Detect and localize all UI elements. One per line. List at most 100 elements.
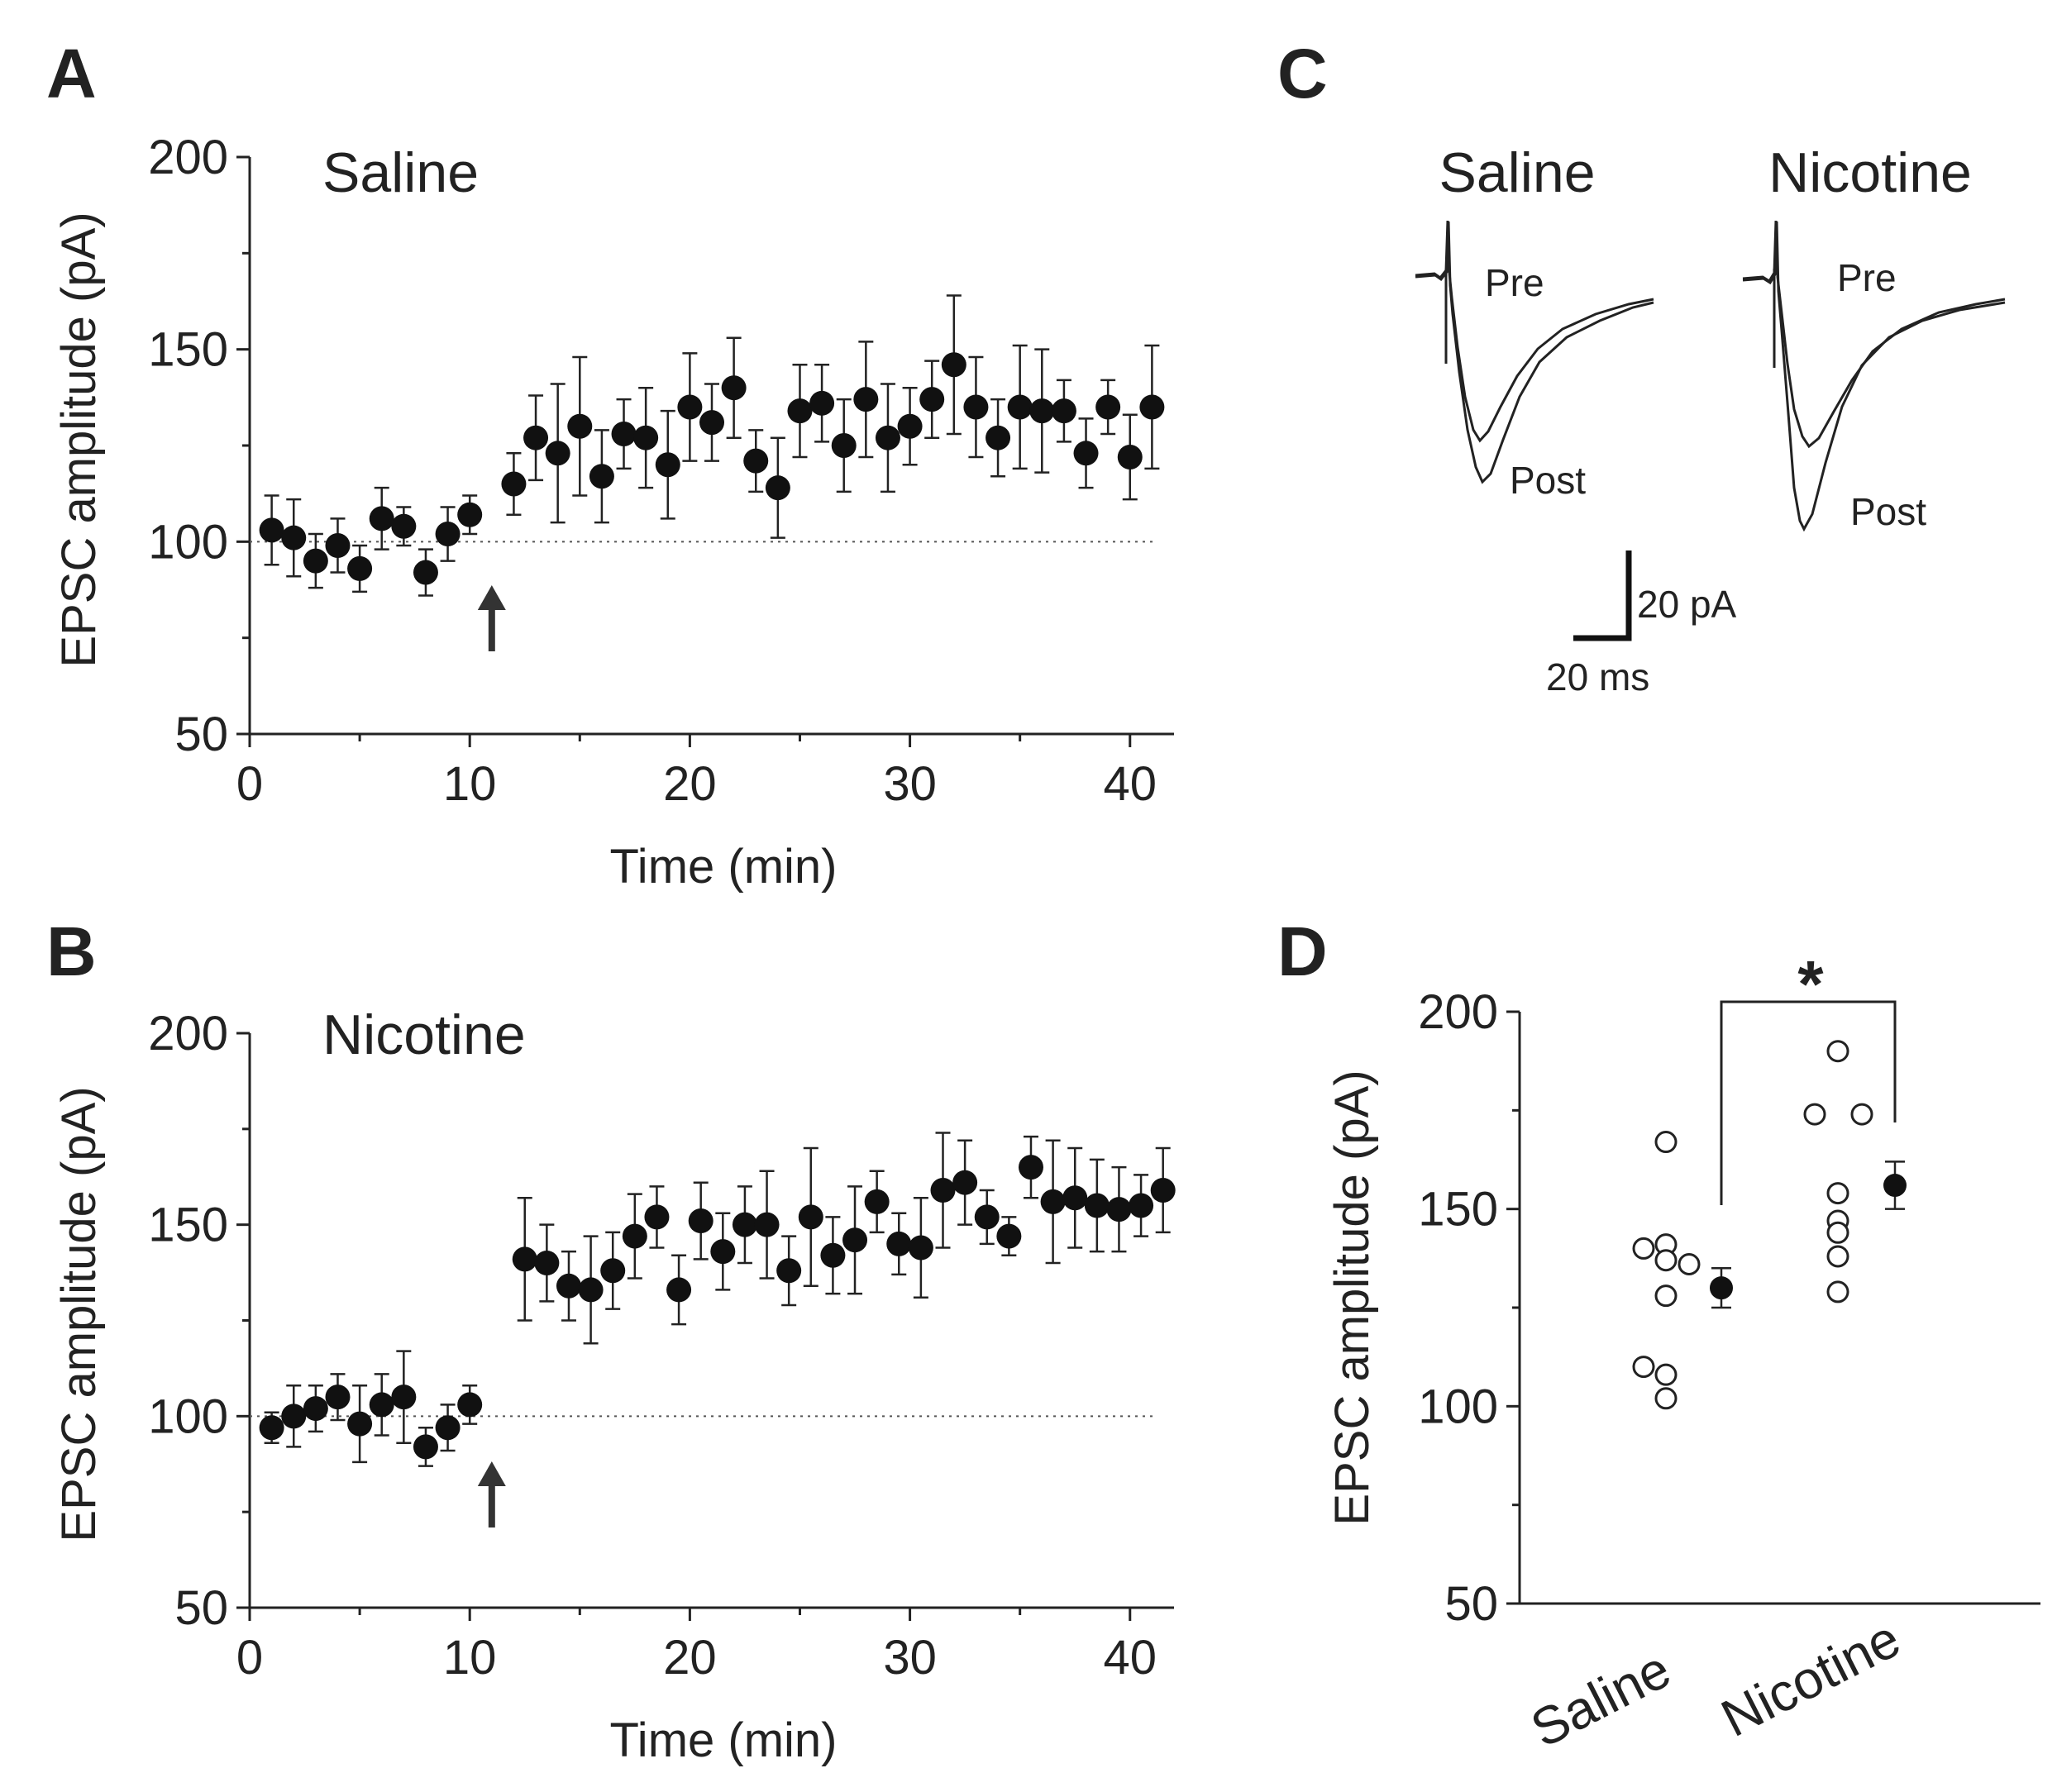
x-tick-label: 30 (883, 1631, 937, 1685)
x-tick-label: 40 (1104, 1631, 1157, 1685)
data-point (1129, 1193, 1154, 1218)
scale-time-label: 20 ms (1546, 655, 1649, 698)
data-point (534, 1251, 560, 1275)
data-point (842, 1227, 868, 1253)
data-point (1117, 444, 1143, 469)
chart-d: EPSC amplitude (pA) Saline Nicotine * 50… (1325, 947, 2040, 1759)
y-tick-label: 200 (148, 1007, 228, 1060)
data-point (600, 1258, 626, 1284)
data-point (655, 452, 680, 478)
data-point (347, 555, 373, 581)
data-point (820, 1242, 846, 1268)
data-point (743, 448, 769, 474)
data-point (809, 390, 835, 416)
data-point (259, 1415, 284, 1441)
data-point (919, 387, 945, 412)
saline-trace-pre (1415, 220, 1654, 443)
saline-individual-point (1678, 1252, 1701, 1275)
saline-individual-point (1654, 1284, 1678, 1308)
y-tick-label: 50 (174, 708, 228, 761)
nicotine-mean-point (1883, 1174, 1907, 1198)
y-tick-label: 200 (1418, 985, 1498, 1039)
panel-letter-b: B (46, 913, 97, 990)
data-point (633, 425, 659, 450)
data-point (765, 475, 790, 501)
saline-individual-point (1632, 1237, 1655, 1260)
data-point (853, 387, 879, 412)
data-point (1007, 394, 1033, 420)
trace-title-saline: Saline (1439, 141, 1595, 204)
chart-b-xlabel: Time (min) (610, 1713, 838, 1767)
saline-individual-point (1654, 1387, 1678, 1410)
data-point (677, 394, 703, 420)
data-point (1018, 1155, 1043, 1180)
y-tick-label: 150 (148, 1199, 228, 1252)
data-point (369, 1392, 394, 1418)
data-point (523, 425, 549, 450)
scale-amp-label: 20 pA (1637, 583, 1737, 626)
data-point (303, 1396, 328, 1422)
saline-post-label: Post (1510, 459, 1586, 502)
data-point (886, 1231, 912, 1256)
saline-individual-point (1654, 1131, 1678, 1154)
nicotine-individual-point (1826, 1040, 1849, 1063)
chart-b: Nicotine EPSC amplitude (pA) Time (min) … (52, 1003, 1176, 1767)
data-point (787, 398, 813, 424)
data-point (996, 1223, 1022, 1249)
nicotine-pre-label: Pre (1837, 256, 1897, 299)
data-point (457, 1392, 483, 1418)
data-point (1040, 1189, 1066, 1214)
trace-title-nicotine: Nicotine (1768, 141, 1972, 204)
data-point (897, 413, 923, 439)
nicotine-individual-point (1826, 1182, 1849, 1205)
data-point (666, 1277, 692, 1303)
x-tick-label: 20 (663, 1631, 717, 1685)
data-point (556, 1273, 581, 1299)
panel-letter-c: C (1277, 35, 1328, 112)
nicotine-individual-point (1826, 1280, 1849, 1303)
data-point (908, 1235, 933, 1261)
significance-bracket (1720, 1000, 1897, 1205)
x-tick-label: 0 (236, 757, 263, 811)
nicotine-individual-point (1826, 1245, 1849, 1268)
chart-b-axes: 50 100 150 200 0 10 20 30 40 (148, 1007, 1174, 1685)
data-point (974, 1204, 1000, 1230)
data-point (1150, 1177, 1176, 1203)
data-point (1073, 441, 1099, 466)
data-point (347, 1411, 373, 1437)
y-tick-label: 150 (1418, 1183, 1498, 1237)
data-point (941, 352, 966, 378)
y-tick-label: 200 (148, 131, 228, 184)
data-point (721, 375, 747, 401)
data-point (369, 506, 394, 531)
chart-a-xlabel: Time (min) (610, 840, 838, 894)
data-point (611, 422, 637, 447)
chart-b-marks (250, 1132, 1176, 1527)
nicotine-post-label: Post (1850, 490, 1926, 533)
saline-individual-point (1632, 1356, 1655, 1379)
application-arrow-head (477, 1461, 506, 1486)
data-point (699, 410, 724, 436)
y-tick-label: 50 (1444, 1577, 1498, 1631)
data-point (776, 1258, 802, 1284)
data-point (1029, 398, 1055, 424)
chart-a-ylabel: EPSC amplitude (pA) (52, 212, 106, 667)
data-point (622, 1223, 647, 1249)
data-point (798, 1204, 823, 1230)
data-point (644, 1204, 670, 1230)
data-point (1062, 1185, 1088, 1211)
y-tick-label: 100 (148, 515, 228, 569)
y-tick-label: 100 (1418, 1380, 1498, 1433)
x-tick-label: 10 (443, 1631, 497, 1685)
data-point (435, 522, 461, 547)
application-arrow-head (477, 585, 506, 610)
data-point (963, 394, 989, 420)
saline-pre-label: Pre (1485, 261, 1544, 304)
chart-a-axes: 50 100 150 200 0 10 20 30 40 (148, 131, 1174, 811)
data-point (512, 1246, 537, 1272)
data-point (391, 513, 417, 539)
data-point (875, 425, 900, 450)
panel-letter-a: A (46, 35, 97, 112)
chart-a-marks (250, 294, 1165, 651)
